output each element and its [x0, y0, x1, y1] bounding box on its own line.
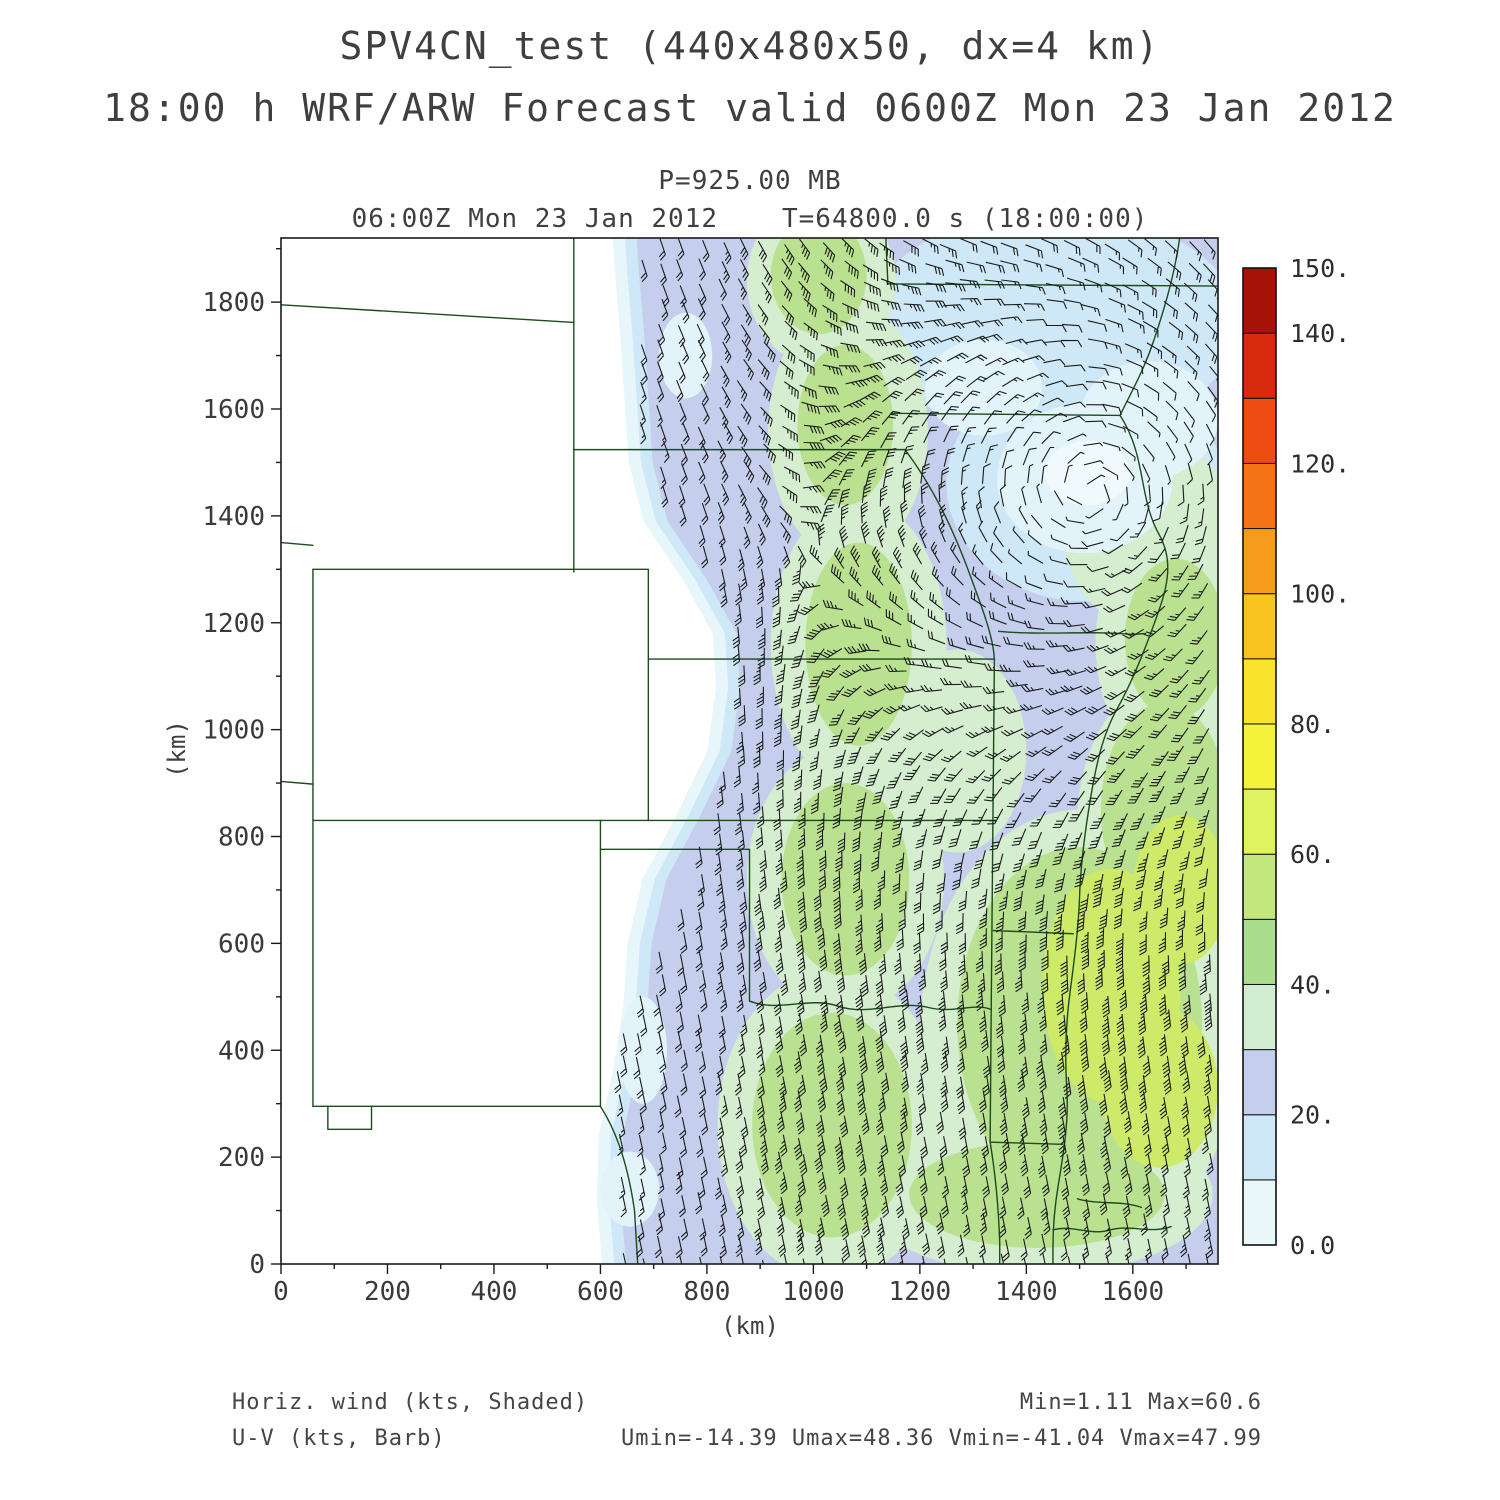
colorbar-tick-label: 120.: [1290, 449, 1350, 478]
barb-field-caption: U-V (kts, Barb): [232, 1426, 446, 1451]
y-tick-label: 0: [249, 1250, 265, 1280]
y-tick-label: 1800: [202, 288, 265, 318]
valid-time-line: 06:00Z Mon 23 Jan 2012 T=64800.0 s (18:00…: [0, 204, 1500, 234]
colorbar-segment: [1242, 1114, 1277, 1181]
wind-barb-glyphs: [614, 238, 1218, 1264]
colorbar-segment: [1242, 788, 1277, 855]
colorbar-segment: [1242, 658, 1277, 725]
colorbar-segment: [1242, 528, 1277, 595]
x-tick-label: 1000: [782, 1277, 845, 1307]
field-minmax-caption: Min=1.11 Max=60.6: [1019, 1390, 1262, 1415]
colorbar-segment: [1242, 983, 1277, 1051]
colorbar-segment: [1242, 267, 1277, 334]
colorbar-tick-label: 80.: [1290, 710, 1335, 739]
y-tick-label: 1200: [202, 609, 265, 639]
y-tick-label: 400: [218, 1036, 265, 1066]
y-tick-label: 800: [218, 823, 265, 853]
plot-title: SPV4CN_test (440x480x50, dx=4 km): [339, 24, 1161, 68]
forecast-time-label: T=64800.0 s (18:00:00): [782, 204, 1149, 234]
colorbar-segment: [1242, 462, 1277, 530]
colorbar-tick-label: 140.: [1290, 319, 1350, 348]
x-tick-label: 600: [577, 1277, 624, 1307]
y-tick-label: 200: [218, 1143, 265, 1173]
x-tick-label: 0: [273, 1277, 289, 1307]
y-tick-label: 1000: [202, 716, 265, 746]
colorbar-tick-label: 100.: [1290, 580, 1350, 609]
x-tick-label: 400: [470, 1277, 517, 1307]
colorbar-segment: [1242, 853, 1277, 920]
colorbar-tick-label: 40.: [1290, 970, 1335, 999]
state-borders: [281, 238, 1218, 1264]
x-tick-label: 1400: [995, 1277, 1058, 1307]
colorbar-tick-label: 150.: [1290, 254, 1350, 283]
colorbar-segment: [1242, 1049, 1277, 1116]
shade-calm-core: [1044, 441, 1131, 506]
plot-frame: [280, 237, 1219, 1265]
colorbar-segment: [1242, 397, 1277, 464]
x-tick-label: 800: [683, 1277, 730, 1307]
x-tick-label: 1600: [1102, 1277, 1165, 1307]
colorbar-segment: [1242, 1179, 1277, 1246]
axes: 0 200 400 600 800 1000 1200 1400 1600 0 200 400 600 8…: [202, 247, 1187, 1307]
y-tick-label: 1600: [202, 395, 265, 425]
x-tick-label: 200: [364, 1277, 411, 1307]
colorbar-segment: [1242, 332, 1277, 399]
shaded-wind-field: [596, 238, 1218, 1264]
shaded-field-caption: Horiz. wind (kts, Shaded): [232, 1390, 589, 1415]
colorbar: 0.0 20. 40. 60. 80. 100. 120. 140. 150.: [1242, 254, 1350, 1260]
colorbar-segment: [1242, 723, 1277, 790]
colorbar-tick-label: 20.: [1290, 1101, 1335, 1130]
x-axis-title: (km): [721, 1312, 779, 1340]
y-tick-label: 1400: [202, 502, 265, 532]
pressure-level-label: P=925.00 MB: [658, 166, 842, 196]
colorbar-segment: [1242, 918, 1277, 985]
y-tick-label: 600: [218, 929, 265, 959]
colorbar-tick-label: 0.0: [1290, 1231, 1335, 1260]
x-tick-label: 1200: [889, 1277, 952, 1307]
colorbar-outline: [1242, 267, 1277, 1246]
uv-minmax-caption: Umin=-14.39 Umax=48.36 Vmin=-41.04 Vmax=…: [620, 1426, 1262, 1451]
colorbar-tick-label: 60.: [1290, 840, 1335, 869]
colorbar-segment: [1242, 593, 1277, 660]
wind-barbs: [614, 238, 1218, 1264]
valid-time-label: 06:00Z Mon 23 Jan 2012: [351, 204, 718, 234]
plot-subtitle: 18:00 h WRF/ARW Forecast valid 0600Z Mon…: [103, 86, 1397, 130]
